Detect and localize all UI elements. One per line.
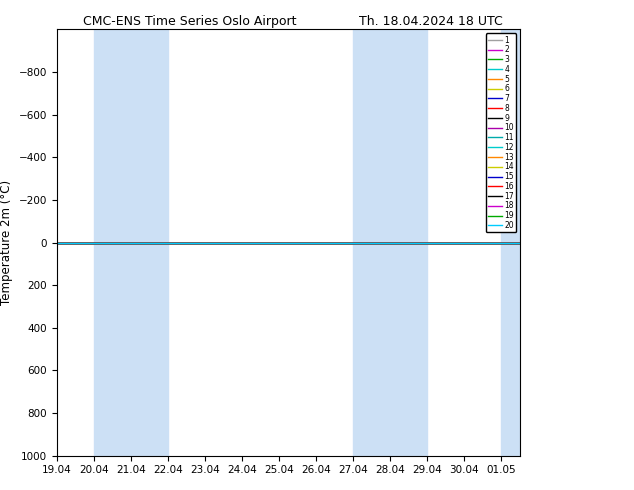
Text: CMC-ENS Time Series Oslo Airport: CMC-ENS Time Series Oslo Airport: [84, 15, 297, 28]
Y-axis label: Temperature 2m (°C): Temperature 2m (°C): [1, 180, 13, 305]
Legend: 1, 2, 3, 4, 5, 6, 7, 8, 9, 10, 11, 12, 13, 14, 15, 16, 17, 18, 19, 20: 1, 2, 3, 4, 5, 6, 7, 8, 9, 10, 11, 12, 1…: [486, 33, 516, 232]
Text: Th. 18.04.2024 18 UTC: Th. 18.04.2024 18 UTC: [359, 15, 503, 28]
Bar: [501, 29, 520, 456]
Bar: [94, 29, 168, 456]
Bar: [353, 29, 427, 456]
